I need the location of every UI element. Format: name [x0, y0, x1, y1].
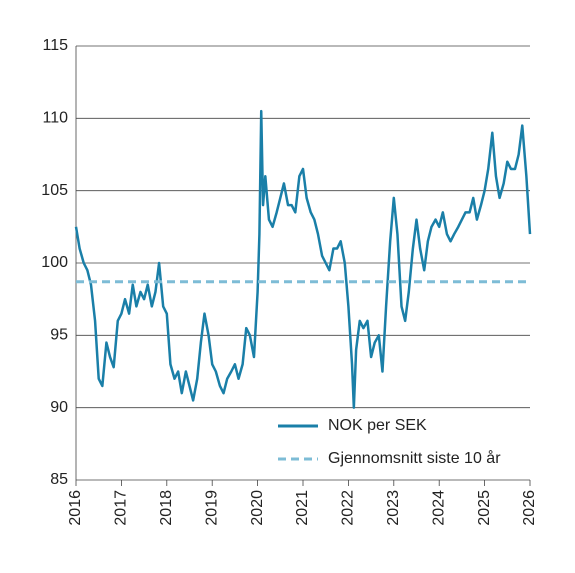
x-tick-label: 2021: [294, 490, 311, 526]
y-tick-label: 115: [42, 37, 68, 54]
legend-label: NOK per SEK: [328, 417, 427, 434]
y-tick-label: 90: [50, 399, 68, 416]
x-tick-label: 2016: [67, 490, 84, 526]
y-tick-label: 100: [41, 254, 68, 271]
y-tick-label: 105: [41, 182, 68, 199]
x-tick-label: 2017: [113, 490, 130, 526]
y-tick-label: 85: [50, 471, 68, 488]
x-tick-label: 2023: [385, 490, 402, 526]
line-series: [74, 109, 532, 409]
x-tick-label: 2018: [158, 490, 175, 526]
x-tick-label: 2020: [249, 490, 266, 526]
x-tick-label: 2024: [430, 490, 447, 526]
x-tick-label: 2022: [340, 490, 357, 526]
legend-label: Gjennomsnitt siste 10 år: [328, 449, 501, 467]
x-tick-label: 2019: [203, 490, 220, 526]
y-tick-label: 95: [50, 327, 68, 344]
x-tick-label: 2026: [521, 490, 538, 526]
x-tick-label: 2025: [476, 490, 493, 526]
y-tick-label: 110: [42, 110, 68, 127]
